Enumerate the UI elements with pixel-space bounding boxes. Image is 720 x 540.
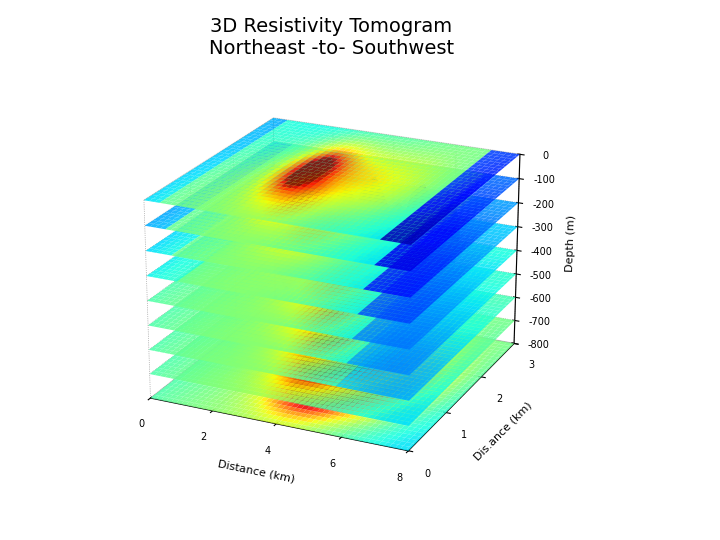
Title: 3D Resistivity Tomogram
Northeast -to- Southwest: 3D Resistivity Tomogram Northeast -to- S… (209, 17, 454, 58)
Y-axis label: Dis.ance (km): Dis.ance (km) (472, 401, 534, 463)
X-axis label: Distance (km): Distance (km) (217, 459, 296, 484)
